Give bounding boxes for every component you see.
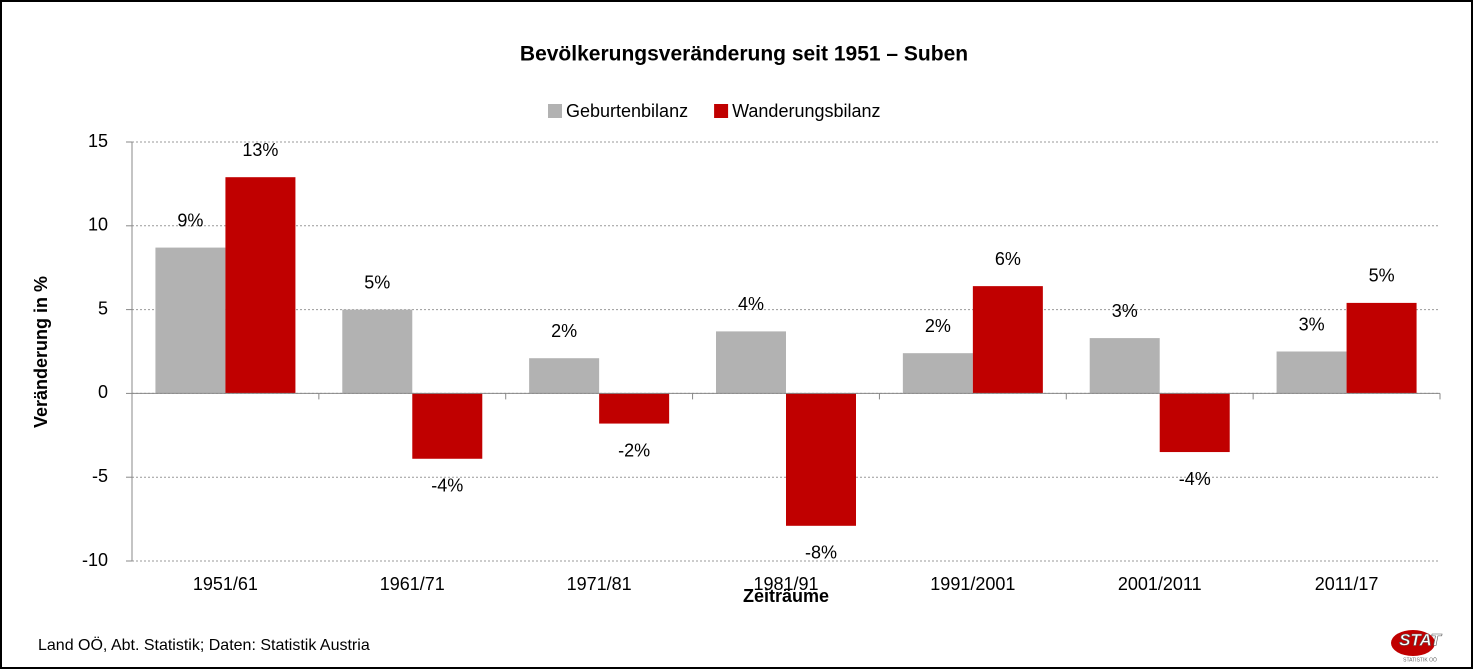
data-label: 5% [1369, 266, 1395, 286]
data-label: 9% [177, 210, 203, 230]
legend-swatch [714, 104, 729, 118]
x-tick-label: 1971/81 [567, 574, 632, 594]
bar [1276, 351, 1347, 394]
legend-label: Wanderungsbilanz [732, 101, 880, 121]
bar [412, 393, 483, 459]
data-label: 2% [925, 316, 951, 336]
logo-subtext: STATISTIK OÖ [1403, 656, 1437, 663]
chart-title: Bevölkerungsveränderung seit 1951 – Sube… [520, 43, 968, 66]
bar [786, 393, 856, 526]
data-label: 2% [551, 321, 577, 341]
bar [1159, 393, 1230, 453]
data-label: -4% [1179, 469, 1211, 489]
data-label: -2% [618, 440, 650, 460]
bar [902, 353, 973, 394]
bar [225, 177, 296, 394]
bar [1346, 302, 1417, 394]
legend-swatch [548, 104, 562, 118]
logo-text: STAT [1399, 630, 1442, 649]
data-label: 3% [1299, 314, 1325, 334]
x-tick-label: 1991/2001 [930, 574, 1015, 594]
y-tick-label: -10 [82, 550, 108, 570]
data-label: 13% [242, 140, 278, 160]
x-tick-label: 1951/61 [193, 574, 258, 594]
bar [155, 247, 226, 394]
x-tick-label: 2001/2011 [1118, 574, 1202, 594]
bar [972, 286, 1043, 394]
bar [1089, 338, 1160, 394]
y-axis-label: Veränderung in % [31, 276, 51, 428]
data-label: -4% [431, 476, 463, 496]
y-tick-label: -5 [92, 466, 108, 486]
legend-label: Geburtenbilanz [566, 101, 688, 121]
bar [599, 393, 670, 424]
logo-mark [1391, 630, 1435, 656]
data-label: -8% [805, 543, 837, 563]
bar [529, 358, 600, 394]
data-label: 6% [995, 249, 1021, 269]
bar [342, 309, 413, 394]
y-tick-label: 5 [98, 298, 108, 318]
x-axis-label: Zeiträume [743, 586, 829, 606]
y-tick-label: 15 [88, 131, 108, 151]
y-tick-label: 10 [88, 215, 108, 235]
y-tick-label: 0 [98, 382, 108, 402]
data-label: 4% [738, 294, 764, 314]
source: Land OÖ, Abt. Statistik; Daten: Statisti… [38, 636, 370, 654]
data-label: 5% [364, 272, 390, 292]
data-label: 3% [1112, 301, 1138, 321]
x-tick-label: 2011/17 [1315, 574, 1379, 594]
bar [716, 331, 786, 394]
x-tick-label: 1981/91 [753, 574, 818, 594]
x-tick-label: 1961/71 [380, 574, 445, 594]
